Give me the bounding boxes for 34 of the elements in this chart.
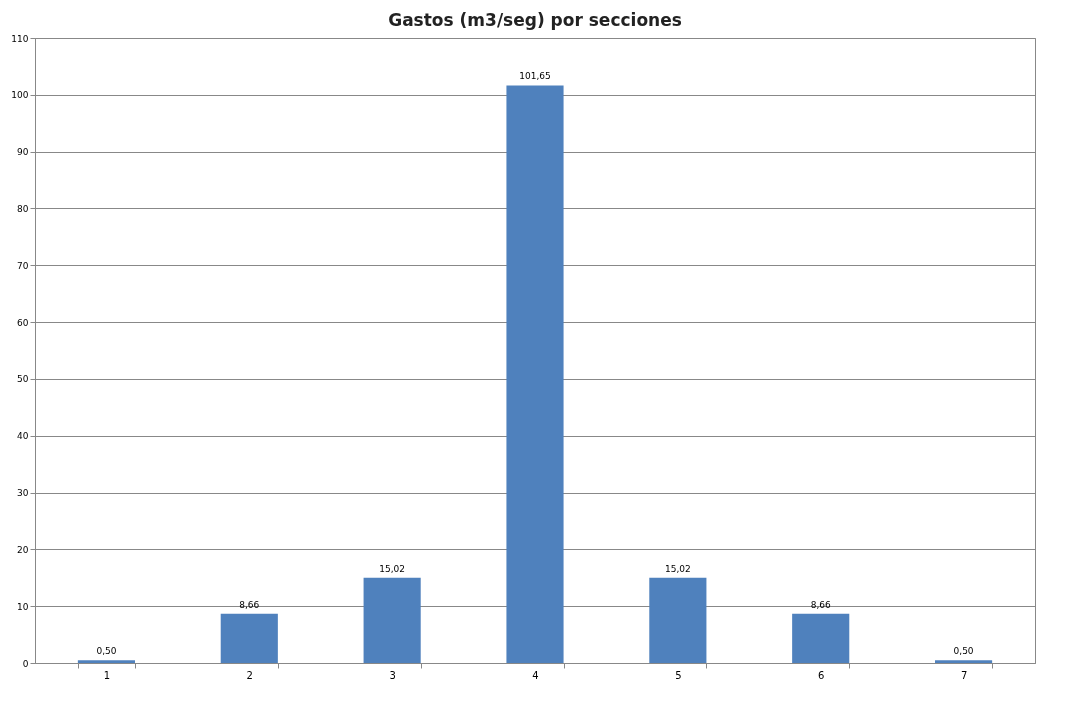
data-label: 8,66 xyxy=(810,599,831,610)
bar xyxy=(935,660,993,663)
x-tick-label: 7 xyxy=(960,669,968,681)
y-tick-label: 60 xyxy=(17,317,29,328)
y-tick-label: 110 xyxy=(11,33,29,44)
y-tick-label: 50 xyxy=(17,374,29,385)
x-tick-label: 2 xyxy=(246,669,253,681)
y-tick-label: 80 xyxy=(17,203,29,214)
bar xyxy=(649,577,707,663)
y-tick-label: 100 xyxy=(11,90,29,101)
y-tick-label: 40 xyxy=(17,431,29,442)
y-tick-label: 90 xyxy=(17,147,29,158)
x-tick-label: 6 xyxy=(818,669,825,681)
bar xyxy=(363,577,421,663)
data-label: 8,66 xyxy=(239,599,260,610)
y-tick-label: 10 xyxy=(17,601,29,612)
y-tick-label: 70 xyxy=(17,260,29,271)
data-label: 15,02 xyxy=(664,563,691,574)
bar xyxy=(792,613,850,663)
x-tick-label: 1 xyxy=(103,669,111,681)
y-tick-label: 20 xyxy=(17,544,29,555)
bar xyxy=(220,613,278,663)
x-tick-label: 3 xyxy=(389,669,396,681)
data-label: 15,02 xyxy=(379,563,406,574)
y-tick-label: 30 xyxy=(17,488,29,499)
data-label: 0,50 xyxy=(96,646,117,657)
chart-title: Gastos (m3/seg) por secciones xyxy=(388,10,682,30)
data-label: 0,50 xyxy=(953,646,974,657)
x-tick-label: 4 xyxy=(532,669,539,681)
x-tick-label: 5 xyxy=(675,669,682,681)
bar xyxy=(77,660,135,663)
data-label: 101,65 xyxy=(519,71,551,82)
bar xyxy=(506,85,564,663)
y-tick-label: 0 xyxy=(22,658,29,669)
